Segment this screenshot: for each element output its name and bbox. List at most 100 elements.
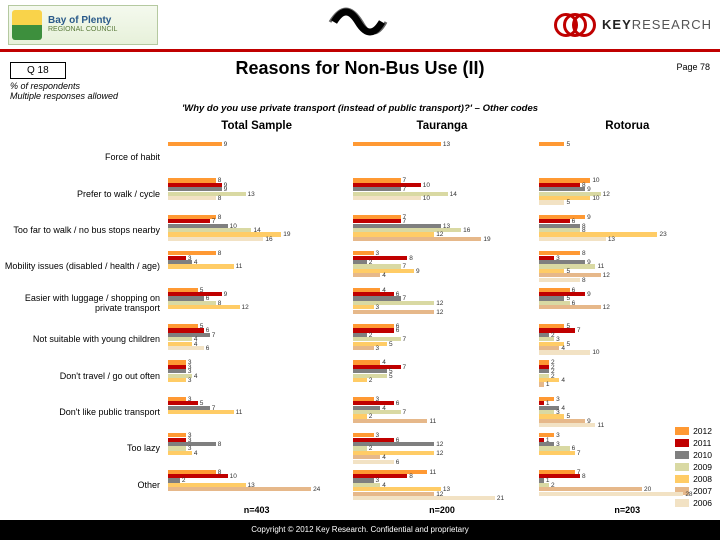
bar-value: 4 xyxy=(382,272,386,279)
bar: 2 xyxy=(353,378,366,382)
bar: 3 xyxy=(353,346,373,350)
bar-value: 8 xyxy=(218,214,222,221)
bar-value: 3 xyxy=(188,377,192,384)
bar-group: 5 xyxy=(539,140,716,176)
bar-group: 35711 xyxy=(168,395,345,431)
bar: 6 xyxy=(168,346,204,350)
bar-value: 10 xyxy=(592,349,599,356)
bar-value: 13 xyxy=(608,236,615,243)
bar-group: 33834 xyxy=(168,431,345,467)
bar-value: 8 xyxy=(582,250,586,257)
bar-value: 14 xyxy=(450,191,457,198)
center-swirl-icon xyxy=(158,0,554,49)
panel-tauranga: Tauranga13710714107713161219382794467123… xyxy=(349,120,534,504)
bar-value: 13 xyxy=(443,486,450,493)
bar-group: 81021324 xyxy=(168,468,345,504)
category-label: Don't like public transport xyxy=(0,395,164,431)
bar-value: 8 xyxy=(218,195,222,202)
bar-value: 8 xyxy=(582,277,586,284)
bar-value: 5 xyxy=(566,199,570,206)
bar-value: 2 xyxy=(369,377,373,384)
bar-value: 21 xyxy=(497,495,504,502)
bar-value: 12 xyxy=(436,450,443,457)
bar-value: 8 xyxy=(409,473,413,480)
bar-group: 83411 xyxy=(168,249,345,285)
bar-value: 10 xyxy=(592,177,599,184)
bar-group: 222241 xyxy=(539,358,716,394)
bar-value: 1 xyxy=(546,381,550,388)
bar-value: 6 xyxy=(206,345,210,352)
bar-value: 9 xyxy=(587,214,591,221)
bar-value: 7 xyxy=(212,332,216,339)
bar-value: 6 xyxy=(396,459,400,466)
bar-value: 9 xyxy=(224,141,228,148)
bar-group: 3647211 xyxy=(353,395,530,431)
bar-group: 96882313 xyxy=(539,213,716,249)
bar-value: 8 xyxy=(218,441,222,448)
category-label: Prefer to walk / cycle xyxy=(0,176,164,212)
rings-icon xyxy=(554,10,596,40)
bar: 12 xyxy=(539,305,601,309)
category-label: Easier with luggage / shopping on privat… xyxy=(0,286,164,322)
header-bar: Bay of Plenty REGIONAL COUNCIL KEYRESEAR… xyxy=(0,0,720,52)
bar-group: 361221246 xyxy=(353,431,530,467)
bar: 9 xyxy=(168,142,222,146)
bar-value: 5 xyxy=(389,341,393,348)
category-label: Don't travel / go out often xyxy=(0,358,164,394)
footer: Copyright © 2012 Key Research. Confident… xyxy=(0,520,720,540)
bar: 6 xyxy=(353,460,393,464)
bar-value: 3 xyxy=(556,396,560,403)
bar-value: 4 xyxy=(194,373,198,380)
bar-value: 3 xyxy=(376,345,380,352)
bar: 4 xyxy=(353,273,380,277)
bop-logo: Bay of Plenty REGIONAL COUNCIL xyxy=(8,5,158,45)
bar-value: 11 xyxy=(429,469,436,476)
bar-value: 7 xyxy=(577,450,581,457)
bar-value: 11 xyxy=(597,422,604,429)
bar: 4 xyxy=(168,451,192,455)
bar-group: 567446 xyxy=(168,322,345,358)
bar-group: 839115128 xyxy=(539,249,716,285)
bar-group: 108912105 xyxy=(539,176,716,212)
chart-area: Force of habitPrefer to walk / cycleToo … xyxy=(0,120,720,504)
panel-rotorua: Rotorua 2012201120102009200820072006 510… xyxy=(535,120,720,504)
bar-value: 9 xyxy=(224,291,228,298)
bar-value: 19 xyxy=(283,231,290,238)
bar: 12 xyxy=(168,305,240,309)
bar-value: 7 xyxy=(577,327,581,334)
bar: 16 xyxy=(168,237,263,241)
bar-value: 4 xyxy=(561,405,565,412)
bars-area: 9899138871014191683411596812567446333433… xyxy=(168,140,345,504)
bar-value: 7 xyxy=(403,336,407,343)
bar-value: 19 xyxy=(483,236,490,243)
bars-area: 1371071410771316121938279446712312662753… xyxy=(353,140,530,504)
bar-value: 3 xyxy=(556,432,560,439)
bar-value: 8 xyxy=(409,255,413,262)
bar-value: 12 xyxy=(436,300,443,307)
page-title: Reasons for Non-Bus Use (II) xyxy=(0,58,720,79)
bar-value: 10 xyxy=(423,182,430,189)
bar-group: 9 xyxy=(168,140,345,176)
sample-size: n=200 xyxy=(353,505,530,515)
keyresearch-logo: KEYRESEARCH xyxy=(554,10,712,40)
bar-value: 12 xyxy=(436,441,443,448)
bar-group: 13 xyxy=(353,140,530,176)
bar-group: 382794 xyxy=(353,249,530,285)
bar: 28 xyxy=(539,492,684,496)
bar-value: 9 xyxy=(587,291,591,298)
bar-value: 5 xyxy=(389,373,393,380)
bars-area: 5108912105968823138391151286956125723541… xyxy=(539,140,716,504)
bar-value: 13 xyxy=(248,191,255,198)
bar-value: 10 xyxy=(592,195,599,202)
bar: 1 xyxy=(539,382,544,386)
bar: 8 xyxy=(539,278,580,282)
bar: 24 xyxy=(168,487,311,491)
bar: 19 xyxy=(353,237,481,241)
bar: 5 xyxy=(539,142,565,146)
bar: 8 xyxy=(168,196,216,200)
bar-value: 12 xyxy=(436,309,443,316)
bar: 12 xyxy=(353,310,434,314)
category-label: Not suitable with young children xyxy=(0,322,164,358)
bar-value: 11 xyxy=(236,409,243,416)
bar-value: 12 xyxy=(603,191,610,198)
